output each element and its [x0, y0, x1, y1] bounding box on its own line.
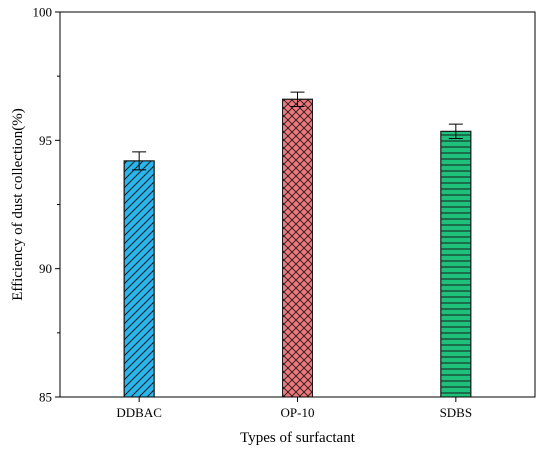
y-tick-label: 95 [39, 133, 52, 148]
error-bars-layer [132, 91, 463, 171]
error-bar-sdbs [448, 123, 463, 140]
x-tick-label-sdbs: SDBS [440, 405, 473, 420]
y-tick-label: 100 [33, 5, 53, 20]
bar-hatch-ddbac [123, 160, 155, 398]
y-axis-ticks: 85 90 95 100 [33, 5, 60, 405]
y-tick-label: 85 [39, 390, 52, 405]
bar-hatch-op-10 [282, 98, 313, 398]
x-axis-title: Types of surfactant [240, 430, 356, 446]
error-bar-ddbac [132, 151, 147, 171]
x-tick-label-ddbac: DDBAC [116, 405, 162, 420]
x-tick-label-op-10: OP-10 [281, 405, 315, 420]
bars-layer [123, 98, 472, 398]
x-axis-ticks: DDBAC OP-10 SDBS [116, 397, 472, 420]
error-bar-op-10 [290, 91, 305, 107]
bar-hatch-sdbs [440, 130, 472, 398]
y-tick-label: 90 [39, 261, 52, 276]
y-axis-title: Efficiency of dust collection(%) [10, 108, 26, 301]
